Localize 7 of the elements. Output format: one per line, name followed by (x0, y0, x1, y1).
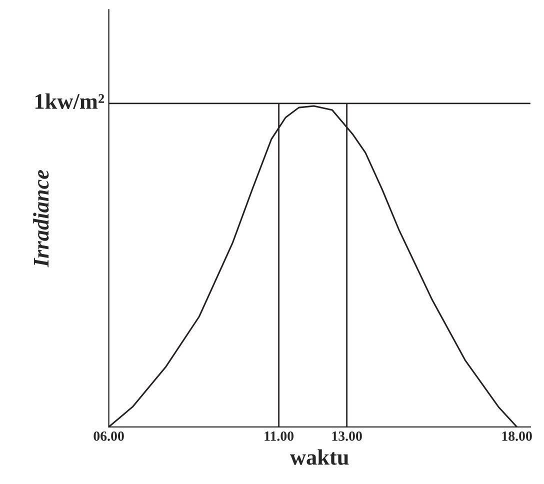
x-tick-label: 18.00 (502, 431, 532, 441)
y-axis-title: Irradiance (33, 170, 49, 268)
x-tick-label: 11.00 (264, 431, 294, 441)
x-tick-label: 06.00 (94, 431, 124, 441)
x-axis-title: waktu (290, 449, 349, 465)
x-tick-label: 13.00 (332, 431, 362, 441)
ref-line-label: 1kw/m² (36, 93, 104, 109)
